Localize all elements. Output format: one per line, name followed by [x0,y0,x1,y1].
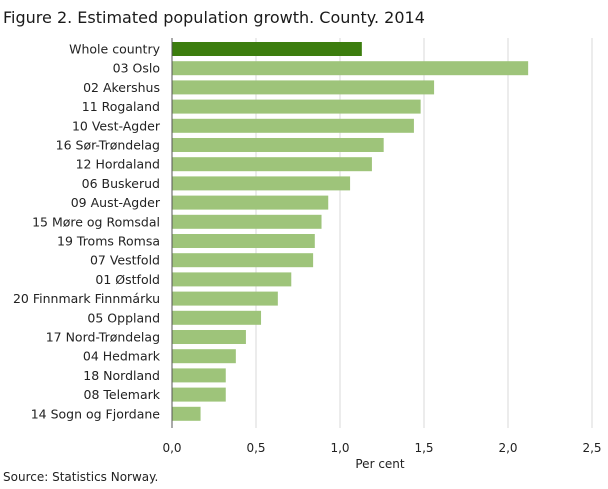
bar [172,272,292,287]
grid-lines [171,38,593,428]
bar [172,157,372,172]
bar [172,310,262,325]
bars [172,42,529,421]
x-axis-title: Per cent [355,457,405,471]
category-label: 17 Nord-Trøndelag [46,330,160,345]
category-label: 05 Oppland [87,310,160,325]
category-label: 08 Telemark [84,387,161,402]
bar [172,42,362,56]
bar [172,406,201,421]
category-label: 15 Møre og Romsdal [32,214,160,229]
bar [172,118,414,133]
x-tick-label: 0,0 [162,441,181,455]
bar [172,99,421,114]
bar [172,195,329,210]
category-label: 01 Østfold [95,272,160,287]
category-label: 10 Vest-Agder [72,118,161,133]
category-label: 14 Sogn og Fjordane [31,406,161,421]
category-label: 12 Hordaland [76,157,160,172]
category-label: 16 Sør-Trøndelag [56,138,160,153]
bar [172,80,435,95]
category-label: 18 Nordland [83,368,160,383]
category-labels: Whole country 03 Oslo 02 Akershus 11 Rogala… [13,42,161,422]
category-label: 19 Troms Romsa [57,234,160,249]
category-label: Whole country [69,42,160,57]
category-label: 07 Vestfold [90,253,160,268]
bar [172,214,322,229]
bar [172,330,246,344]
bar [172,368,226,383]
category-label: 09 Aust-Agder [71,195,161,210]
x-tick-label: 1,0 [330,441,349,455]
category-label: 11 Rogaland [82,99,160,114]
category-label: 20 Finnmark Finnmárku [13,291,160,306]
chart-title: Figure 2. Estimated population growth. C… [3,8,425,27]
x-tick-label: 2,5 [582,441,601,455]
x-tick-labels: 0,0 0,5 1,0 1,5 2,0 2,5 [162,441,601,455]
x-tick-label: 1,5 [414,441,433,455]
bar [172,138,384,152]
bar [172,176,351,191]
category-label: 03 Oslo [113,61,160,76]
bar [172,253,314,268]
category-label: 02 Akershus [83,80,160,95]
category-label: 06 Buskerud [82,176,160,191]
bar [172,387,226,402]
x-tick-label: 0,5 [246,441,265,455]
bar [172,349,236,364]
x-tick-label: 2,0 [498,441,517,455]
bar [172,61,529,76]
bar [172,291,278,306]
source-note: Source: Statistics Norway. [3,470,159,484]
category-label: 04 Hedmark [83,349,161,364]
bar [172,234,315,248]
